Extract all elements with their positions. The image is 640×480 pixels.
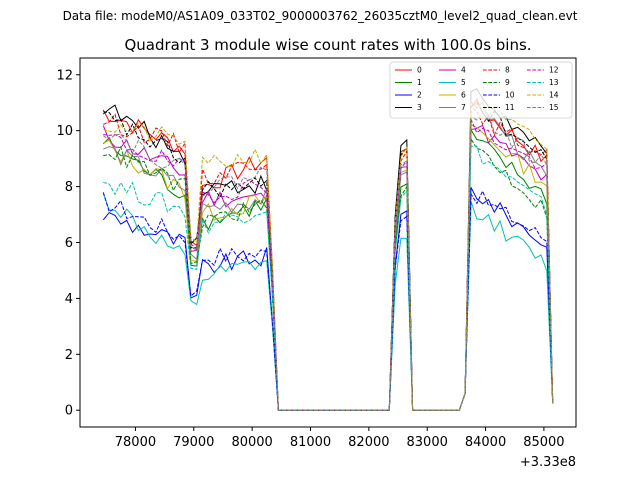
series-line-10 [102,189,554,411]
legend-label-6: 6 [461,91,466,100]
x-axis: 78000 79000 80000 81000 82000 83000 84000 85000 [115,427,565,450]
x-tick-label: 85000 [523,435,564,450]
x-tick-label: 82000 [348,435,389,450]
legend-label-3: 3 [417,103,422,112]
y-tick-label: 4 [65,292,73,307]
legend-label-0: 0 [417,66,422,75]
chart-suptitle: Data file: modeM0/AS1A09_033T02_90000037… [63,9,578,23]
legend-label-10: 10 [505,91,515,100]
legend-label-11: 11 [505,103,515,112]
y-tick-label: 12 [56,68,73,83]
legend-frame [389,61,573,119]
y-axis: 0 2 4 6 8 10 12 [56,68,80,419]
legend-label-7: 7 [461,103,466,112]
series-line-15 [103,112,554,411]
legend-label-15: 15 [549,103,559,112]
y-tick-label: 2 [65,348,73,363]
y-tick-label: 6 [65,236,73,251]
legend-label-5: 5 [461,78,466,87]
x-tick-label: 80000 [231,435,272,450]
chart-title: Quadrant 3 module wise count rates with … [124,36,531,54]
legend-label-2: 2 [417,91,422,100]
x-tick-label: 78000 [115,435,156,450]
x-tick-label: 83000 [407,435,448,450]
legend-label-13: 13 [549,78,559,87]
y-tick-label: 10 [56,124,73,139]
y-tick-label: 0 [65,404,73,419]
x-offset-label: +3.33e8 [520,455,576,470]
x-tick-label: 79000 [173,435,214,450]
legend-label-14: 14 [549,91,559,100]
legend-label-12: 12 [549,66,559,75]
x-tick-label: 84000 [465,435,506,450]
legend-label-8: 8 [505,66,510,75]
x-tick-label: 81000 [290,435,331,450]
y-tick-label: 8 [65,180,73,195]
legend-label-1: 1 [417,78,422,87]
legend-label-4: 4 [461,66,466,75]
legend-label-9: 9 [505,78,510,87]
